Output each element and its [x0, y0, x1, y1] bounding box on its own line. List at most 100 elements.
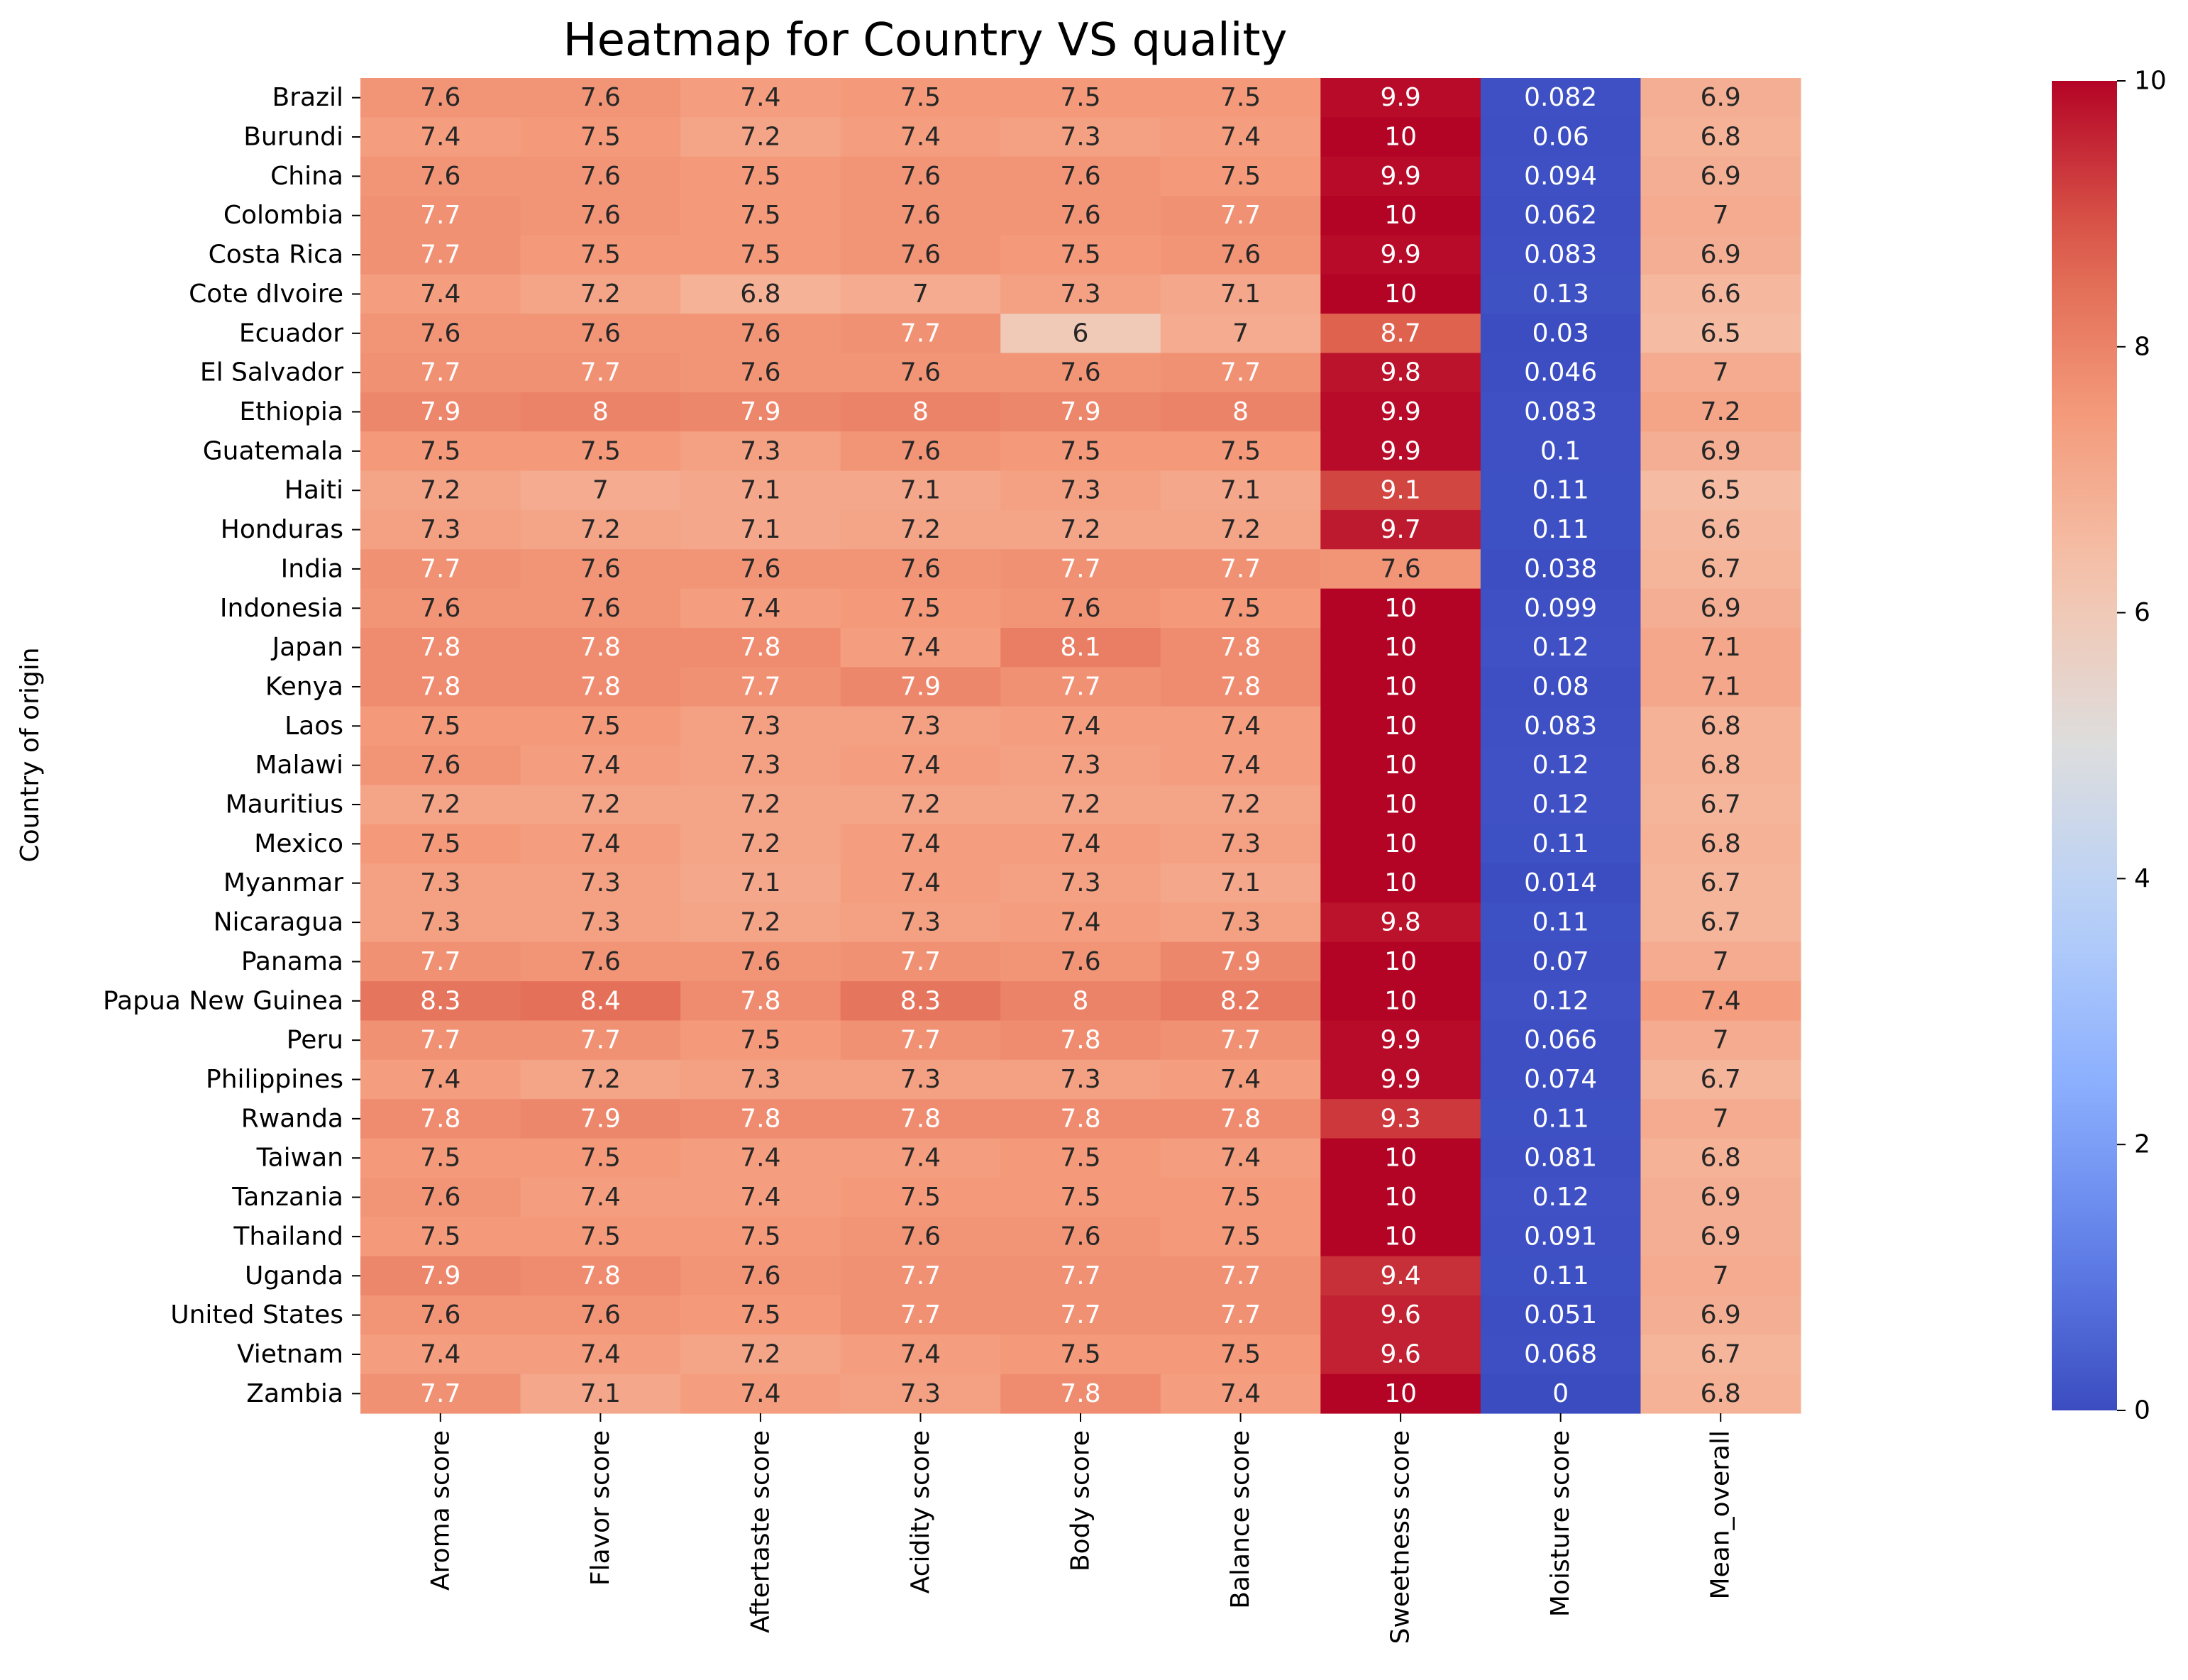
heatmap-cell [1320, 746, 1481, 785]
cell-value-label: 9.3 [1380, 1104, 1420, 1133]
cell-value-label: 9.9 [1380, 436, 1420, 465]
heatmap-cell [1640, 1059, 1801, 1100]
heatmap-cell [1160, 78, 1321, 118]
heatmap-cell [520, 392, 681, 432]
heatmap-cell [680, 156, 841, 197]
heatmap-cell [1320, 902, 1481, 943]
cell-value-label: 6.7 [1701, 790, 1741, 819]
cell-value-label: 7.2 [1220, 790, 1261, 819]
heatmap-cell [1320, 549, 1481, 590]
heatmap-cell [1000, 1099, 1161, 1139]
y-tick-label: Costa Rica [209, 241, 343, 270]
heatmap-cell [680, 627, 841, 668]
heatmap-cell [1480, 941, 1642, 982]
heatmap-cell [1160, 706, 1321, 746]
cell-value-label: 7.3 [580, 908, 621, 937]
cell-value-label: 7.1 [1701, 672, 1741, 701]
heatmap-cell [1000, 1374, 1161, 1414]
cell-value-label: 7.7 [1220, 1300, 1261, 1330]
cell-value-label: 7.3 [740, 1065, 780, 1094]
colorbar-tick-label: 8 [2134, 332, 2150, 361]
y-tick-label: Philippines [206, 1065, 343, 1094]
cell-value-label: 7.5 [1060, 1144, 1100, 1173]
heatmap-cell [680, 509, 841, 550]
cell-value-label: 7.8 [420, 1104, 460, 1133]
cell-value-label: 6.9 [1701, 83, 1741, 112]
cell-value-label: 7.4 [900, 868, 941, 897]
heatmap-cell [1320, 509, 1481, 550]
cell-value-label: 7.5 [740, 241, 780, 270]
heatmap-cell [1480, 156, 1642, 197]
cell-value-label: 7.7 [900, 1300, 941, 1330]
heatmap-cell [1480, 314, 1642, 354]
heatmap-cell [1160, 667, 1321, 707]
cell-value-label: 0.12 [1532, 790, 1589, 819]
y-tick-label: Laos [284, 712, 343, 741]
cell-value-label: 7.2 [1220, 515, 1261, 544]
y-tick-label: Ethiopia [239, 397, 343, 426]
heatmap-cell [680, 824, 841, 864]
cell-value-label: 7.5 [580, 241, 621, 270]
heatmap-cell [1640, 1177, 1801, 1217]
cell-value-label: 7.5 [1060, 83, 1100, 112]
cell-value-label: 0.062 [1524, 201, 1597, 230]
cell-value-label: 7.3 [420, 868, 460, 897]
heatmap-cell [840, 509, 1001, 550]
cell-value-label: 0.12 [1532, 751, 1589, 780]
y-tick-label: Tanzania [231, 1183, 343, 1212]
heatmap-cell [360, 981, 521, 1022]
heatmap-cell [1160, 863, 1321, 904]
heatmap-cell [1320, 1177, 1481, 1217]
cell-value-label: 7.6 [1060, 594, 1100, 623]
heatmap-cell [1320, 353, 1481, 393]
heatmap-cell [520, 706, 681, 746]
cell-value-label: 7.4 [740, 83, 780, 112]
heatmap-cell [1320, 117, 1481, 158]
cell-value-label: 8 [1232, 397, 1249, 426]
y-tick-label: Papua New Guinea [103, 986, 343, 1015]
heatmap-cell [1160, 941, 1321, 982]
heatmap-cell [1480, 1295, 1642, 1335]
y-tick-label: Japan [271, 633, 343, 662]
heatmap-cell [840, 156, 1001, 197]
heatmap-cell [360, 274, 521, 314]
cell-value-label: 9.9 [1380, 1065, 1420, 1094]
cell-value-label: 7.3 [900, 1065, 941, 1094]
heatmap-cell [1480, 1334, 1642, 1375]
heatmap-cell [840, 1256, 1001, 1296]
cell-value-label: 7.4 [900, 1144, 941, 1173]
heatmap-cell [840, 274, 1001, 314]
cell-value-label: 0.066 [1524, 1026, 1597, 1055]
heatmap-cell [1000, 274, 1161, 314]
heatmap-cell [1640, 941, 1801, 982]
cell-value-label: 7.3 [1060, 123, 1100, 152]
cell-value-label: 7.8 [420, 672, 460, 701]
heatmap-cell [1640, 627, 1801, 668]
heatmap-cell [520, 1138, 681, 1178]
cell-value-label: 7.6 [580, 319, 621, 348]
cell-value-label: 7.9 [420, 1261, 460, 1291]
cell-value-label: 0.068 [1524, 1339, 1597, 1369]
heatmap-cell [1320, 78, 1481, 118]
cell-value-label: 7.5 [1220, 1339, 1261, 1369]
cell-value-label: 7.5 [900, 1183, 941, 1212]
heatmap-cell [360, 1334, 521, 1375]
heatmap-cell [840, 1138, 1001, 1178]
heatmap-cell [840, 785, 1001, 825]
cell-value-label: 9.6 [1380, 1300, 1420, 1330]
heatmap-cell [360, 196, 521, 236]
heatmap-cell [680, 1020, 841, 1061]
heatmap-cell [840, 824, 1001, 864]
heatmap-cell [1000, 1020, 1161, 1061]
heatmap-cell [1160, 549, 1321, 590]
heatmap-cell [1160, 746, 1321, 785]
heatmap-cell [520, 1020, 681, 1061]
heatmap-cell [840, 392, 1001, 432]
heatmap-cell [1320, 196, 1481, 236]
heatmap-cell [360, 314, 521, 354]
cell-value-label: 0.11 [1532, 515, 1589, 544]
heatmap-cell [1160, 235, 1321, 275]
cell-value-label: 0.12 [1532, 986, 1589, 1015]
heatmap-cell [680, 863, 841, 904]
cell-value-label: 6 [1073, 319, 1089, 348]
